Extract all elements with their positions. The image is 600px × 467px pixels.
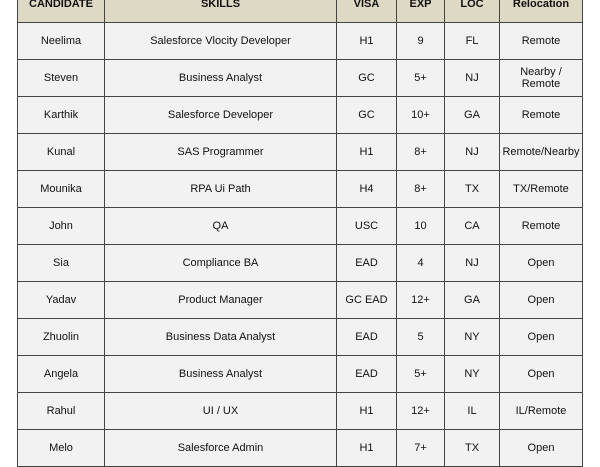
- table-row: Karthik Salesforce Developer GC 10+ GA Remote: [17, 96, 583, 134]
- cell-candidate: Neelima: [17, 22, 105, 60]
- cell-loc: TX: [444, 170, 500, 208]
- cell-candidate: John: [17, 207, 105, 245]
- cell-loc: FL: [444, 22, 500, 60]
- cell-skills: SAS Programmer: [104, 133, 337, 171]
- cell-skills: Business Analyst: [104, 355, 337, 393]
- cell-loc: TX: [444, 429, 500, 467]
- header-relocation: Relocation: [499, 0, 583, 23]
- cell-visa: GC: [336, 59, 397, 97]
- cell-exp: 5+: [396, 355, 445, 393]
- table-row: Rahul UI / UX H1 12+ IL IL/Remote: [17, 392, 583, 430]
- cell-exp: 8+: [396, 170, 445, 208]
- cell-skills: Compliance BA: [104, 244, 337, 282]
- header-skills: SKILLS: [104, 0, 337, 23]
- cell-loc: CA: [444, 207, 500, 245]
- table-row: Sia Compliance BA EAD 4 NJ Open: [17, 244, 583, 282]
- table-row: Steven Business Analyst GC 5+ NJ Nearby / Rem…: [17, 59, 583, 97]
- cell-skills: Product Manager: [104, 281, 337, 319]
- cell-relocation: Remote/Nearby: [499, 133, 583, 171]
- header-exp: EXP: [396, 0, 445, 23]
- cell-visa: GC EAD: [336, 281, 397, 319]
- header-loc: LOC: [444, 0, 500, 23]
- cell-relocation: Open: [499, 244, 583, 282]
- cell-visa: H1: [336, 133, 397, 171]
- cell-visa: EAD: [336, 355, 397, 393]
- cell-loc: NY: [444, 355, 500, 393]
- cell-skills: QA: [104, 207, 337, 245]
- cell-exp: 8+: [396, 133, 445, 171]
- cell-loc: GA: [444, 281, 500, 319]
- cell-candidate: Kunal: [17, 133, 105, 171]
- table-row: Melo Salesforce Admin H1 7+ TX Open: [17, 429, 583, 467]
- table-row: Zhuolin Business Data Analyst EAD 5 NY Open: [17, 318, 583, 356]
- cell-visa: H1: [336, 392, 397, 430]
- cell-candidate: Melo: [17, 429, 105, 467]
- cell-relocation: Open: [499, 355, 583, 393]
- cell-candidate: Angela: [17, 355, 105, 393]
- table-row: Angela Business Analyst EAD 5+ NY Open: [17, 355, 583, 393]
- cell-exp: 7+: [396, 429, 445, 467]
- cell-candidate: Mounika: [17, 170, 105, 208]
- table-row: Neelima Salesforce Vlocity Developer H1 9 FL…: [17, 22, 583, 60]
- cell-skills: UI / UX: [104, 392, 337, 430]
- cell-relocation: Open: [499, 318, 583, 356]
- cell-visa: H1: [336, 22, 397, 60]
- cell-exp: 5+: [396, 59, 445, 97]
- cell-relocation: IL/Remote: [499, 392, 583, 430]
- cell-loc: IL: [444, 392, 500, 430]
- cell-exp: 10+: [396, 96, 445, 134]
- cell-relocation: Nearby / Remote: [499, 59, 583, 97]
- cell-exp: 12+: [396, 392, 445, 430]
- cell-loc: NJ: [444, 244, 500, 282]
- cell-exp: 10: [396, 207, 445, 245]
- cell-candidate: Sia: [17, 244, 105, 282]
- cell-loc: GA: [444, 96, 500, 134]
- cell-relocation: Remote: [499, 96, 583, 134]
- cell-visa: H4: [336, 170, 397, 208]
- cell-visa: H1: [336, 429, 397, 467]
- cell-relocation: TX/Remote: [499, 170, 583, 208]
- cell-skills: RPA Ui Path: [104, 170, 337, 208]
- table-row: John QA USC 10 CA Remote: [17, 207, 583, 245]
- cell-skills: Salesforce Developer: [104, 96, 337, 134]
- cell-loc: NY: [444, 318, 500, 356]
- cell-candidate: Zhuolin: [17, 318, 105, 356]
- candidates-table: CANDIDATE SKILLS VISA EXP LOC Relocation…: [17, 0, 583, 467]
- cell-candidate: Steven: [17, 59, 105, 97]
- table-row: Kunal SAS Programmer H1 8+ NJ Remote/Nearby: [17, 133, 583, 171]
- cell-visa: GC: [336, 96, 397, 134]
- cell-skills: Salesforce Admin: [104, 429, 337, 467]
- cell-visa: EAD: [336, 244, 397, 282]
- cell-loc: NJ: [444, 59, 500, 97]
- cell-exp: 9: [396, 22, 445, 60]
- cell-skills: Business Analyst: [104, 59, 337, 97]
- cell-visa: USC: [336, 207, 397, 245]
- header-visa: VISA: [336, 0, 397, 23]
- cell-relocation: Remote: [499, 207, 583, 245]
- header-row: CANDIDATE SKILLS VISA EXP LOC Relocation: [17, 0, 583, 23]
- cell-relocation: Remote: [499, 22, 583, 60]
- cell-exp: 12+: [396, 281, 445, 319]
- cell-exp: 4: [396, 244, 445, 282]
- cell-candidate: Karthik: [17, 96, 105, 134]
- cell-relocation: Open: [499, 281, 583, 319]
- cell-skills: Business Data Analyst: [104, 318, 337, 356]
- cell-skills: Salesforce Vlocity Developer: [104, 22, 337, 60]
- table-row: Mounika RPA Ui Path H4 8+ TX TX/Remote: [17, 170, 583, 208]
- cell-candidate: Yadav: [17, 281, 105, 319]
- cell-visa: EAD: [336, 318, 397, 356]
- cell-relocation: Open: [499, 429, 583, 467]
- cell-loc: NJ: [444, 133, 500, 171]
- header-candidate: CANDIDATE: [17, 0, 105, 23]
- table-row: Yadav Product Manager GC EAD 12+ GA Open: [17, 281, 583, 319]
- cell-candidate: Rahul: [17, 392, 105, 430]
- cell-exp: 5: [396, 318, 445, 356]
